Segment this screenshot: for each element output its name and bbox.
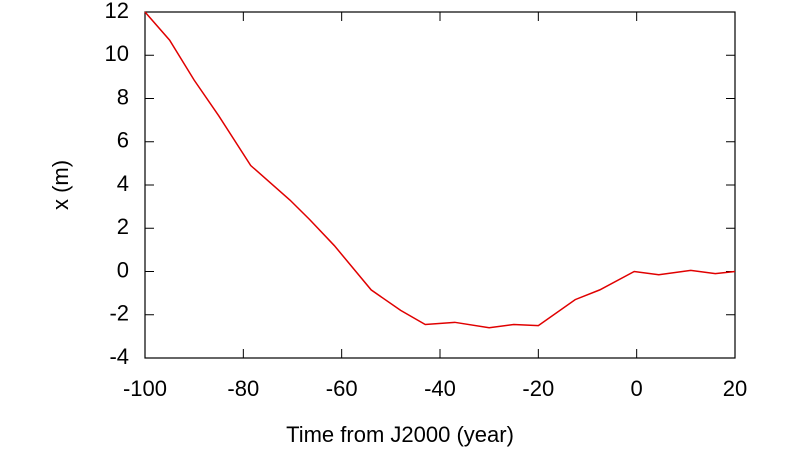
y-tick-label: -2 [109, 301, 129, 326]
y-tick-label: 10 [105, 41, 129, 66]
y-axis-label: x (m) [48, 160, 73, 210]
plot-frame [144, 11, 736, 359]
y-tick-label: 0 [117, 257, 129, 282]
data-line [144, 11, 736, 329]
x-tick-label: -60 [326, 376, 358, 401]
x-tick-label: 0 [631, 376, 643, 401]
y-tick-label: 8 [117, 84, 129, 109]
y-tick-label: -4 [109, 344, 129, 369]
x-tick-label: 20 [723, 376, 747, 401]
x-tick-label: -20 [522, 376, 554, 401]
y-tick-label: 4 [117, 171, 129, 196]
x-tick-label: -40 [424, 376, 456, 401]
y-tick-label: 2 [117, 214, 129, 239]
x-tick-label: -100 [123, 376, 167, 401]
y-tick-label: 6 [117, 128, 129, 153]
x-tick-label: -80 [227, 376, 259, 401]
x-axis-label: Time from J2000 (year) [286, 422, 514, 447]
y-tick-label: 12 [105, 0, 129, 23]
